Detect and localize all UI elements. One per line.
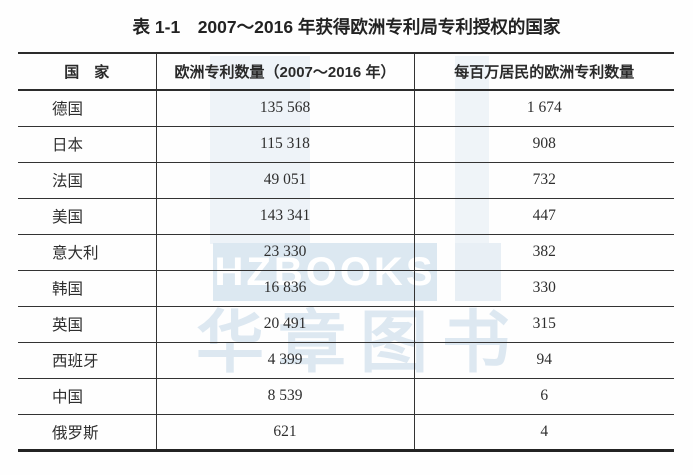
patents-cell: 23 330: [155, 234, 414, 271]
per-million-cell: 315: [413, 306, 674, 343]
patents-cell: 143 341: [155, 198, 414, 235]
table-row: 意大利 23 330 382: [18, 234, 674, 271]
patents-cell: 20 491: [155, 306, 414, 343]
header-patent-count: 欧洲专利数量（2007～2016 年）: [155, 53, 414, 91]
table-row: 英国 20 491 315: [18, 306, 674, 343]
table-row: 日本 115 318 908: [18, 126, 674, 163]
per-million-cell: 6: [413, 378, 674, 415]
country-cell: 俄罗斯: [18, 414, 156, 451]
header-row: 国 家 欧洲专利数量（2007～2016 年） 每百万居民的欧洲专利数量: [18, 53, 674, 91]
patents-cell: 621: [155, 414, 414, 451]
per-million-cell: 732: [413, 162, 674, 199]
table-row: 法国 49 051 732: [18, 162, 674, 199]
patents-cell: 8 539: [155, 378, 414, 415]
per-million-cell: 1 674: [413, 90, 674, 127]
table-row: 西班牙 4 399 94: [18, 342, 674, 379]
patents-cell: 49 051: [155, 162, 414, 199]
patents-cell: 4 399: [155, 342, 414, 379]
per-million-cell: 4: [413, 414, 674, 451]
per-million-cell: 908: [413, 126, 674, 163]
patents-cell: 16 836: [155, 270, 414, 307]
country-cell: 德国: [18, 90, 156, 127]
per-million-cell: 94: [413, 342, 674, 379]
patent-table: 国 家 欧洲专利数量（2007～2016 年） 每百万居民的欧洲专利数量 德国 …: [18, 52, 674, 452]
table-header: 国 家 欧洲专利数量（2007～2016 年） 每百万居民的欧洲专利数量: [18, 53, 674, 91]
country-cell: 西班牙: [18, 342, 156, 379]
per-million-cell: 330: [413, 270, 674, 307]
per-million-cell: 382: [413, 234, 674, 271]
country-cell: 法国: [18, 162, 156, 199]
header-patents-per-million: 每百万居民的欧洲专利数量: [413, 53, 674, 91]
country-cell: 韩国: [18, 270, 156, 307]
country-cell: 英国: [18, 306, 156, 343]
patents-cell: 115 318: [155, 126, 414, 163]
country-cell: 美国: [18, 198, 156, 235]
per-million-cell: 447: [413, 198, 674, 235]
header-country: 国 家: [18, 53, 156, 91]
country-cell: 意大利: [18, 234, 156, 271]
table-title: 表 1-1 2007～2016 年获得欧洲专利局专利授权的国家: [132, 17, 561, 37]
table-body: 德国 135 568 1 674 日本 115 318 908 法国 49 05…: [18, 90, 674, 451]
table-row: 韩国 16 836 330: [18, 270, 674, 307]
country-cell: 日本: [18, 126, 156, 163]
table-row: 德国 135 568 1 674: [18, 90, 674, 127]
patents-cell: 135 568: [155, 90, 414, 127]
country-cell: 中国: [18, 378, 156, 415]
table-row: 中国 8 539 6: [18, 378, 674, 415]
table-row: 俄罗斯 621 4: [18, 414, 674, 451]
table-row: 美国 143 341 447: [18, 198, 674, 235]
